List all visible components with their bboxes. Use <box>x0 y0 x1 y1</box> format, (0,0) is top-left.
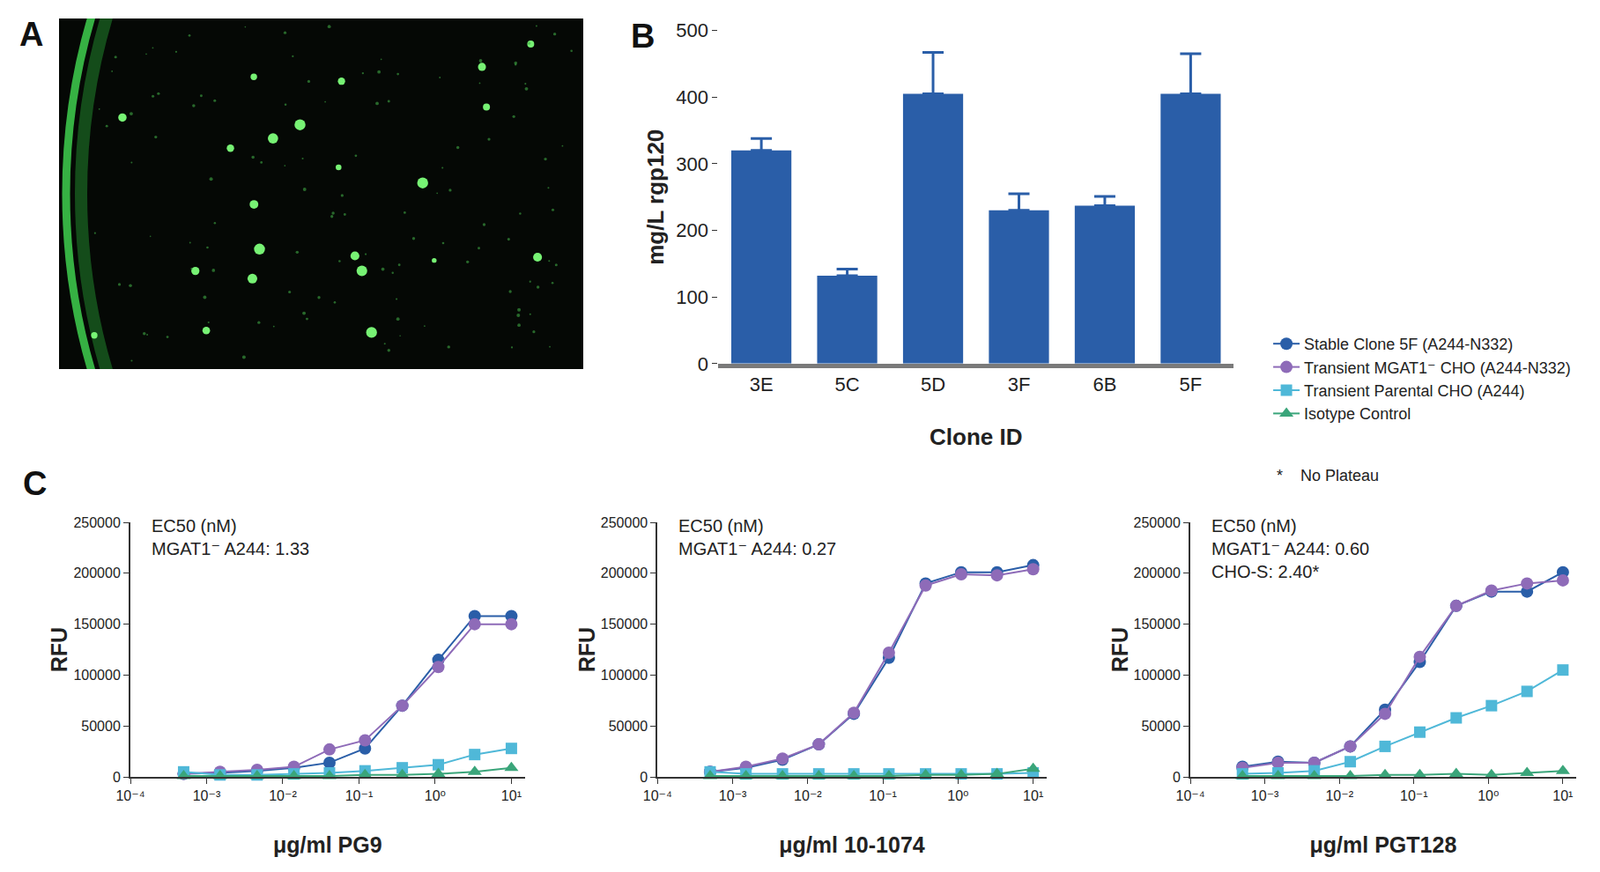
svg-text:10⁻³: 10⁻³ <box>718 788 748 804</box>
svg-text:* No Plateau: * No Plateau <box>1276 466 1379 485</box>
svg-text:10⁻²: 10⁻² <box>1325 788 1354 804</box>
svg-text:Isotype Control: Isotype Control <box>1303 405 1411 423</box>
svg-text:200000: 200000 <box>1133 565 1181 581</box>
svg-text:Clone ID: Clone ID <box>929 423 1023 451</box>
svg-text:μg/ml 10-1074: μg/ml 10-1074 <box>778 832 925 858</box>
svg-text:5C: 5C <box>835 373 860 396</box>
svg-text:10⁻³: 10⁻³ <box>192 788 222 804</box>
svg-text:400: 400 <box>675 86 709 109</box>
svg-text:100000: 100000 <box>1133 667 1181 683</box>
svg-text:5F: 5F <box>1179 373 1203 396</box>
svg-text:RFU: RFU <box>1107 627 1133 673</box>
svg-text:mg/L rgp120: mg/L rgp120 <box>642 129 669 266</box>
svg-text:50000: 50000 <box>608 718 649 734</box>
svg-text:10⁰: 10⁰ <box>424 788 446 804</box>
svg-text:50000: 50000 <box>1140 718 1181 734</box>
svg-text:150000: 150000 <box>73 616 120 632</box>
svg-text:10⁻¹: 10⁻¹ <box>345 788 374 804</box>
svg-text:EC50 (nM)MGAT1⁻ A244: 0.60CHO-: EC50 (nM)MGAT1⁻ A244: 0.60CHO-S: 2.40* <box>1211 516 1370 582</box>
svg-text:10⁻¹: 10⁻¹ <box>1400 788 1429 804</box>
svg-text:100000: 100000 <box>600 667 648 683</box>
svg-text:RFU: RFU <box>46 627 72 673</box>
svg-text:50000: 50000 <box>81 718 121 734</box>
svg-text:200: 200 <box>675 219 709 242</box>
svg-text:10⁻⁴: 10⁻⁴ <box>115 788 145 804</box>
svg-text:3F: 3F <box>1007 373 1031 396</box>
svg-text:100: 100 <box>675 286 709 309</box>
html-text:C: C <box>22 465 48 503</box>
svg-text:10¹: 10¹ <box>1552 788 1573 804</box>
svg-text:EC50 (nM)MGAT1⁻ A244: 0.27: EC50 (nM)MGAT1⁻ A244: 0.27 <box>678 516 837 559</box>
svg-text:5D: 5D <box>920 373 946 396</box>
svg-text:200000: 200000 <box>600 565 648 581</box>
svg-text:Transient MGAT1⁻ CHO (A244-N33: Transient MGAT1⁻ CHO (A244-N332) <box>1303 359 1571 378</box>
svg-text:0: 0 <box>697 353 709 376</box>
svg-text:500: 500 <box>675 19 709 42</box>
svg-text:10¹: 10¹ <box>501 788 522 804</box>
svg-text:250000: 250000 <box>1133 515 1181 531</box>
svg-text:10¹: 10¹ <box>1022 788 1044 804</box>
svg-text:3E: 3E <box>749 373 774 396</box>
svg-text:6B: 6B <box>1092 373 1117 396</box>
html-text:B: B <box>630 17 656 55</box>
svg-text:200000: 200000 <box>73 565 120 581</box>
svg-text:0: 0 <box>1172 770 1181 786</box>
svg-text:EC50 (nM)MGAT1⁻ A244: 1.33: EC50 (nM)MGAT1⁻ A244: 1.33 <box>151 516 310 559</box>
svg-text:10⁻⁴: 10⁻⁴ <box>1176 788 1206 804</box>
html-text:A: A <box>19 15 44 53</box>
svg-text:0: 0 <box>639 770 648 786</box>
svg-text:150000: 150000 <box>1133 616 1181 632</box>
svg-text:10⁻³: 10⁻³ <box>1251 788 1280 804</box>
svg-text:10⁰: 10⁰ <box>1477 788 1499 804</box>
svg-text:250000: 250000 <box>73 515 120 531</box>
svg-text:0: 0 <box>112 770 121 786</box>
svg-text:100000: 100000 <box>73 667 120 683</box>
svg-text:RFU: RFU <box>574 627 600 673</box>
svg-text:10⁻⁴: 10⁻⁴ <box>643 788 673 804</box>
svg-text:150000: 150000 <box>600 616 648 632</box>
svg-text:10⁻¹: 10⁻¹ <box>868 788 897 804</box>
svg-text:300: 300 <box>675 153 709 176</box>
svg-text:μg/ml PG9: μg/ml PG9 <box>273 832 383 858</box>
svg-text:10⁻²: 10⁻² <box>793 788 823 804</box>
svg-text:10⁻²: 10⁻² <box>268 788 297 804</box>
svg-text:Stable Clone 5F (A244-N332): Stable Clone 5F (A244-N332) <box>1303 335 1513 354</box>
svg-text:Transient Parental CHO (A244): Transient Parental CHO (A244) <box>1303 382 1525 400</box>
svg-text:250000: 250000 <box>600 515 648 531</box>
svg-text:10⁰: 10⁰ <box>947 788 969 804</box>
svg-text:μg/ml PGT128: μg/ml PGT128 <box>1310 832 1458 858</box>
